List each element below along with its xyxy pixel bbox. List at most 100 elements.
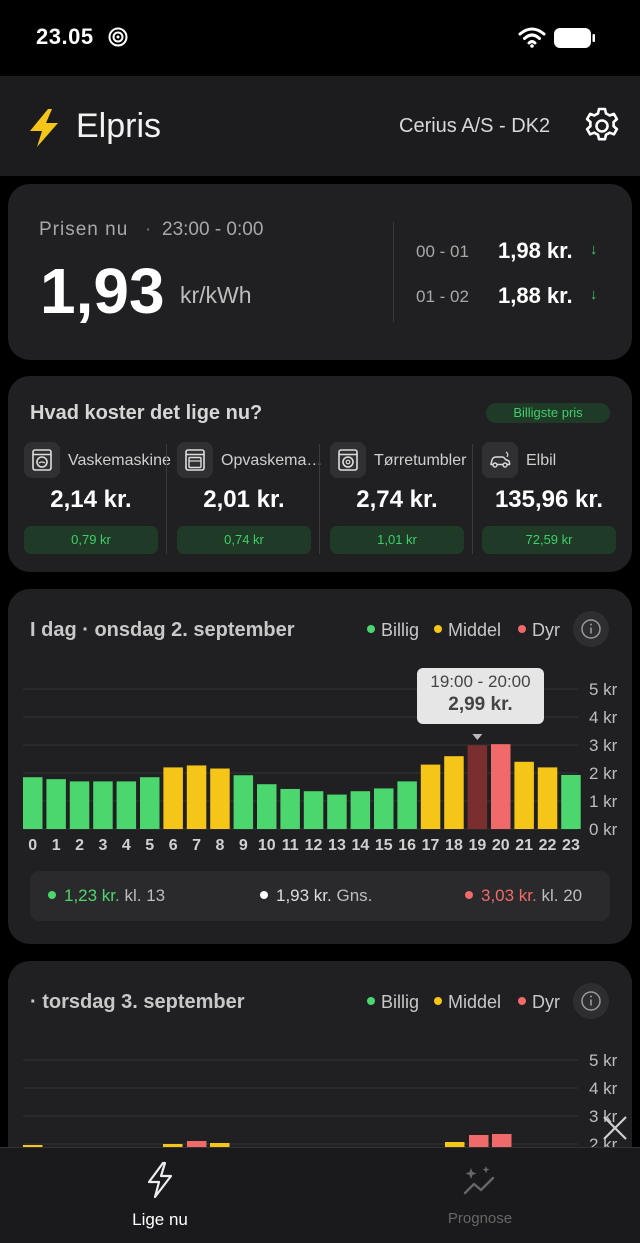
summary-min-suffix: kl. 13 [124,886,166,905]
appliance-price: 2,01 kr. [203,486,285,513]
price-bar [69,781,90,829]
divider [393,222,394,322]
price-bar [491,744,511,829]
upcoming-price-row: 00 - 01 1,98 kr. ↓ [416,238,616,266]
price-bar [397,781,417,829]
tooltip-price: 2,99 kr. [448,694,513,715]
cost-now-card: Hvad koster det lige nu? Billigste pris … [8,376,632,572]
appliance-saving: 0,74 kr [177,526,311,554]
divider [319,444,320,554]
car-icon [482,442,518,478]
x-tick-label: 20 [492,837,510,854]
y-tick-label: 3 kr [589,736,618,755]
status-bar: 23.05 [0,0,640,76]
tab-label: Prognose [447,1210,513,1227]
price-bar [350,791,371,829]
appliance-dishwasher[interactable]: Opvaskemaskine 2,01 kr. 0,74 kr [177,442,327,558]
price-now-time: 23:00 - 0:00 [162,219,264,240]
appliance-washing-machine[interactable]: Vaskemaskine 2,14 kr. 0,79 kr [24,442,174,558]
x-tick-label: 11 [282,837,299,854]
price-now-unit: kr/kWh [180,282,252,308]
price-bar [327,794,347,829]
x-tick-label: 4 [122,837,131,854]
x-tick-label: 15 [375,837,393,854]
screen-record-icon [108,27,128,47]
legend-label: Middel [448,620,502,640]
tab-lige-nu[interactable]: Lige nu [0,1148,320,1243]
appliance-car[interactable]: Elbil 135,96 kr. 72,59 kr [482,442,632,558]
x-tick-label: 3 [98,837,107,854]
upcoming-price-row: 01 - 02 1,88 kr. ↓ [416,283,616,311]
upcoming-hour: 00 - 01 [416,242,469,261]
today-price-chart[interactable]: 0 kr1 kr2 kr3 kr4 kr5 kr0 1 2 3 4 5 6 7 8 9 10 11 12… [8,589,632,859]
y-tick-label: 4 kr [589,1079,618,1098]
x-tick-label: 8 [215,837,224,854]
appliance-price: 2,74 kr. [356,486,438,513]
price-bar [93,781,113,829]
legend-cheap: Billig [367,992,419,1013]
x-tick-label: 14 [351,837,369,854]
appliance-dryer[interactable]: Tørretumbler 2,74 kr. 1,01 kr [330,442,480,558]
price-bar [561,774,581,829]
price-bar [537,767,558,829]
bolt-icon [30,109,58,147]
summary-avg-value: 1,93 kr. [276,886,332,905]
legend-dot [518,997,526,1006]
price-bar [140,777,160,829]
x-tick-label: 21 [515,837,533,854]
x-tick-label: 12 [305,837,323,854]
cost-now-title: Hvad koster det lige nu? [30,402,263,424]
bolt-outline-icon [147,1161,173,1199]
price-bar [303,791,324,829]
legend-dot [434,625,442,634]
chart-tooltip: 19:00 - 20:00 2,99 kr. [417,668,544,724]
y-tick-label: 5 kr [589,680,618,699]
upcoming-hour: 01 - 02 [416,287,469,306]
summary-max: 3,03 kr. kl. 20 [465,886,582,906]
divider [472,444,473,554]
price-bar [280,788,300,829]
price-bar [163,767,183,829]
x-tick-label: 13 [328,837,346,854]
info-icon[interactable] [573,983,609,1019]
price-bar [420,764,441,829]
price-bar [210,768,230,829]
cheapest-price-badge[interactable]: Billigste pris [486,403,610,423]
app-header [0,76,640,176]
upcoming-price: 1,98 kr. [498,238,573,263]
gear-icon[interactable] [582,106,622,146]
legend-mid: Middel [434,992,501,1013]
x-tick-label: 2 [75,837,84,854]
appliance-saving: 1,01 kr [330,526,464,554]
region-label[interactable]: Cerius A/S - DK2 [399,115,551,137]
legend-dot [367,625,375,634]
price-bar [23,777,43,829]
info-icon[interactable] [573,611,609,647]
tomorrow-chart-card: · torsdag 3. september Billig Middel Dyr… [8,961,632,1181]
appliance-name: Opvaskemaskine [221,452,325,469]
close-icon[interactable] [600,1113,630,1143]
y-tick-label: 0 kr [589,820,618,839]
y-tick-label: 4 kr [589,708,618,727]
legend-label: Dyr [532,992,560,1012]
price-bar [116,781,137,829]
forecast-sparkle-icon [463,1166,495,1195]
legend-label: Middel [448,992,502,1012]
legend-dot [367,997,375,1006]
legend-dot [518,625,526,634]
y-tick-label: 3 kr [589,1107,618,1126]
price-bar [514,761,534,829]
y-tick-label: 2 kr [589,764,618,783]
summary-dot [260,891,268,899]
x-tick-label: 22 [539,837,557,854]
tooltip-time: 19:00 - 20:00 [430,672,531,691]
price-bar [186,765,207,829]
price-bar [467,745,488,829]
bottom-nav: Lige nu Prognose [0,1147,640,1243]
legend-cheap: Billig [367,620,419,641]
tab-prognose[interactable]: Prognose [320,1148,640,1243]
divider [166,444,167,554]
today-chart-card: I dag · onsdag 2. september Billig Midde… [8,589,632,944]
appliance-price: 135,96 kr. [494,486,604,513]
x-tick-label: 6 [169,837,178,854]
